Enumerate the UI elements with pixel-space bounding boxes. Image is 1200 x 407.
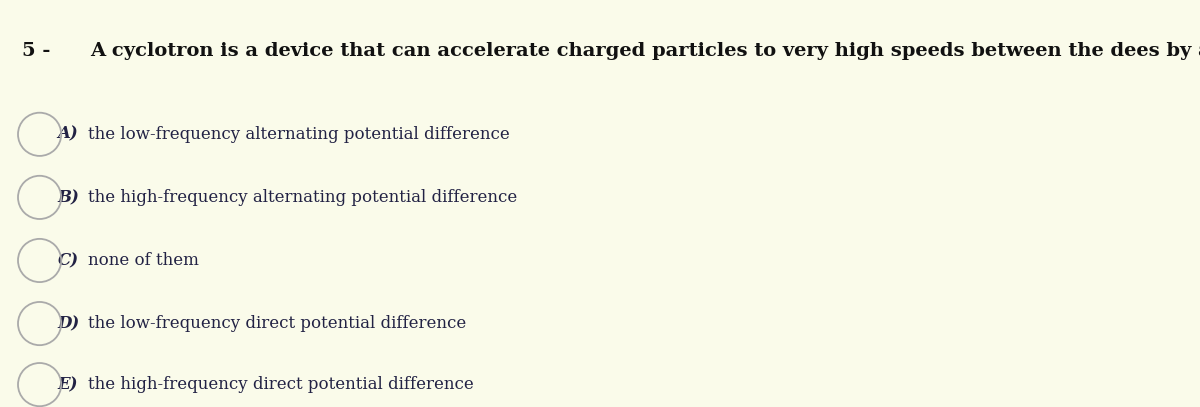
Text: A): A) [58,126,78,143]
Text: B): B) [58,189,79,206]
Text: A cyclotron is a device that can accelerate charged particles to very high speed: A cyclotron is a device that can acceler… [90,42,1200,60]
Text: the low-frequency direct potential difference: the low-frequency direct potential diffe… [88,315,466,332]
Text: the high-frequency direct potential difference: the high-frequency direct potential diff… [88,376,473,393]
Text: C): C) [58,252,79,269]
Text: none of them: none of them [88,252,198,269]
Text: 5 -: 5 - [22,42,50,60]
Text: the low-frequency alternating potential difference: the low-frequency alternating potential … [88,126,509,143]
Text: D): D) [58,315,80,332]
Text: the high-frequency alternating potential difference: the high-frequency alternating potential… [88,189,517,206]
Text: E): E) [58,376,78,393]
